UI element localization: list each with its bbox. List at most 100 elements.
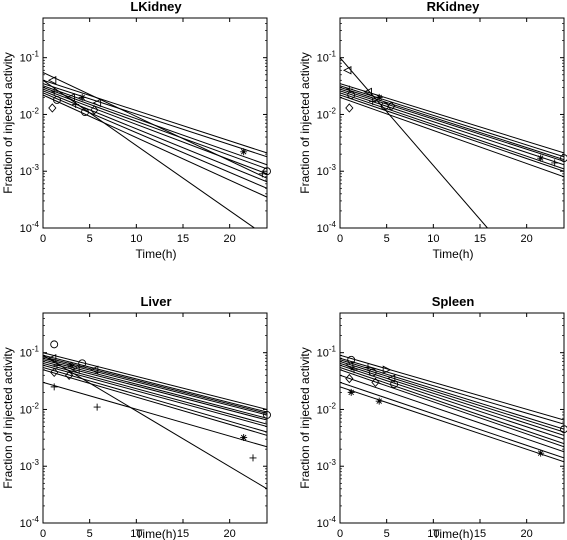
data-point-triangle: [47, 76, 57, 85]
plot-area: 0 5 10 15 20 10-4 10-3 10-2 10-1: [20, 17, 271, 245]
fit-line: [43, 357, 267, 416]
data-point-triangle: [89, 365, 99, 375]
x-tick-label: 15: [177, 528, 189, 540]
x-axis-label: Time(h): [433, 527, 474, 540]
x-axis-label: Time(h): [136, 247, 177, 261]
data-point-plus: [350, 366, 358, 374]
y-tick-label: 10-4: [317, 515, 337, 530]
data-point-plus: [93, 403, 101, 411]
data-point-plus: [369, 97, 377, 105]
x-tick-label: 20: [224, 528, 236, 540]
y-tick-label: 10-3: [20, 458, 40, 473]
data-point-plus: [50, 88, 58, 96]
fit-lines: [43, 352, 267, 490]
y-tick-label: 10-2: [20, 106, 40, 121]
data-point-triangle: [363, 87, 372, 97]
x-tick-label: 20: [521, 233, 533, 245]
axes-box: [42, 312, 268, 524]
panel-title: Liver: [140, 294, 171, 309]
fit-line: [340, 90, 564, 166]
panel-rkidney: RKidney 0 5 10 15 20 10-4 10-3 10-2 10-1 Time(h)…: [298, 0, 567, 261]
y-axis-label: Fraction of injected activity: [298, 52, 312, 193]
data-point-star: [347, 388, 355, 396]
y-tick-label: 10-4: [317, 220, 337, 235]
fit-lines: [340, 57, 564, 228]
data-point-star: [537, 449, 545, 457]
fit-line: [43, 369, 267, 436]
x-tick-label: 15: [474, 233, 486, 245]
data-point-circle: [78, 359, 87, 368]
fit-line: [43, 362, 267, 425]
panel-title: RKidney: [427, 0, 481, 14]
x-tick-label: 5: [384, 528, 390, 540]
y-tick-label: 10-3: [317, 458, 337, 473]
axes-box: [339, 312, 565, 524]
fit-line: [340, 369, 564, 448]
fit-line: [340, 357, 564, 425]
panel-lkidney: LKidney 0 5 10 15 20 10-4 10-3 10-2 10-1 Time(h)…: [1, 0, 271, 261]
data-point-diamond: [65, 370, 74, 380]
data-point-plus: [364, 363, 372, 371]
data-point-triangle: [47, 353, 57, 363]
y-tick-label: 10-2: [317, 401, 337, 416]
fit-line: [43, 360, 267, 421]
data-point-plus: [50, 383, 58, 391]
fit-line: [43, 79, 267, 154]
data-point-plus: [249, 454, 257, 462]
fit-line: [43, 85, 267, 166]
fit-line: [43, 366, 267, 433]
data-point-plus: [72, 100, 80, 108]
data-point-circle: [50, 340, 59, 349]
data-point-plus: [53, 361, 61, 369]
data-point-triangle: [344, 361, 354, 370]
y-tick-label: 10-4: [20, 515, 40, 530]
x-tick-label: 20: [521, 528, 533, 540]
data-point-diamond: [90, 105, 99, 115]
x-tick-label: 10: [130, 233, 142, 245]
fit-line: [340, 359, 564, 430]
y-tick-label: 10-2: [317, 106, 337, 121]
data-point-circle: [347, 91, 356, 99]
fit-lines: [43, 71, 267, 228]
x-tick-label: 15: [177, 233, 189, 245]
plot-area: 0 5 10 15 20 10-4 10-3 10-2 10-1: [317, 17, 567, 245]
y-tick-label: 10-1: [317, 50, 337, 65]
fit-line: [43, 79, 256, 228]
y-axis-label: Fraction of injected activity: [298, 347, 312, 488]
data-point-circle: [560, 425, 567, 434]
fit-lines: [340, 354, 564, 463]
data-point-diamond: [371, 377, 380, 388]
fit-line: [43, 92, 267, 189]
x-tick-label: 10: [130, 528, 142, 540]
data-point-triangle: [342, 66, 352, 75]
data-point-circle: [390, 380, 399, 389]
x-tick-label: 5: [384, 233, 390, 245]
panel-title: LKidney: [130, 0, 182, 14]
data-point-triangle: [382, 365, 392, 375]
data-point-triangle: [92, 98, 102, 108]
plot-area: 0 5 10 15 20 10-4 10-3 10-2 10-1: [20, 312, 271, 540]
y-tick-label: 10-1: [317, 345, 337, 360]
y-tick-label: 10-1: [20, 50, 40, 65]
y-tick-label: 10-1: [20, 345, 40, 360]
fit-line: [43, 352, 267, 410]
axes-box: [42, 17, 268, 229]
data-point-diamond: [345, 103, 354, 113]
fit-line: [340, 57, 488, 228]
x-tick-label: 10: [427, 528, 439, 540]
fit-line: [43, 94, 267, 198]
y-tick-label: 10-2: [20, 401, 40, 416]
x-tick-label: 20: [224, 233, 236, 245]
fit-line: [340, 92, 564, 170]
x-tick-label: 0: [337, 233, 343, 245]
fit-line: [43, 359, 267, 419]
y-axis-label: Fraction of injected activity: [1, 52, 15, 193]
fit-line: [340, 366, 564, 445]
y-axis-label: Fraction of injected activity: [1, 347, 15, 488]
panel-title: Spleen: [432, 294, 475, 309]
data-point-triangle: [386, 374, 396, 383]
data-point-triangle: [66, 93, 75, 102]
data-point-star: [67, 361, 75, 369]
